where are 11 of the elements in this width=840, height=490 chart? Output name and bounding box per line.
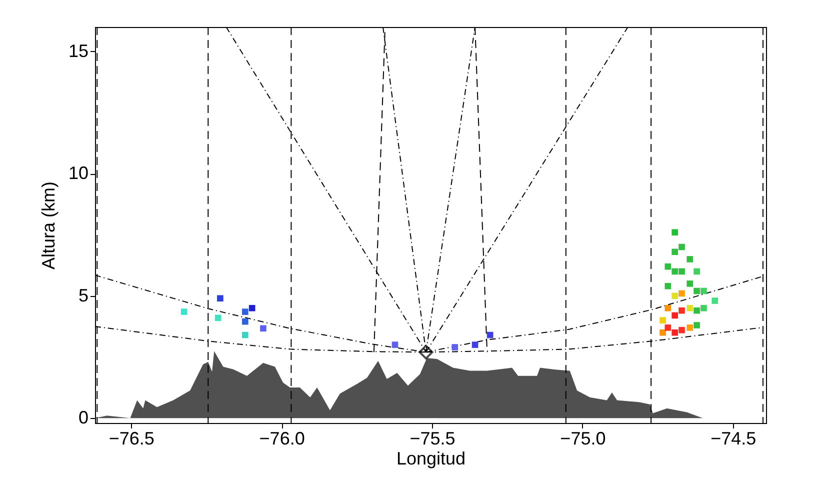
- y-tick-label: 0: [78, 408, 88, 428]
- x-axis-title: Longitud: [396, 448, 466, 468]
- x-tick-label: −76.0: [259, 428, 305, 448]
- y-tick-label: 15: [68, 40, 88, 61]
- y-tick-label: 5: [78, 285, 88, 306]
- x-tick-label: −75.5: [410, 428, 456, 448]
- y-tick-label: 10: [68, 163, 88, 184]
- x-tick-label: −75.0: [560, 428, 606, 448]
- x-tick-label: −76.5: [108, 428, 154, 448]
- y-axis-title: Altura (km): [38, 181, 58, 270]
- x-tick-label: −74.5: [710, 428, 756, 448]
